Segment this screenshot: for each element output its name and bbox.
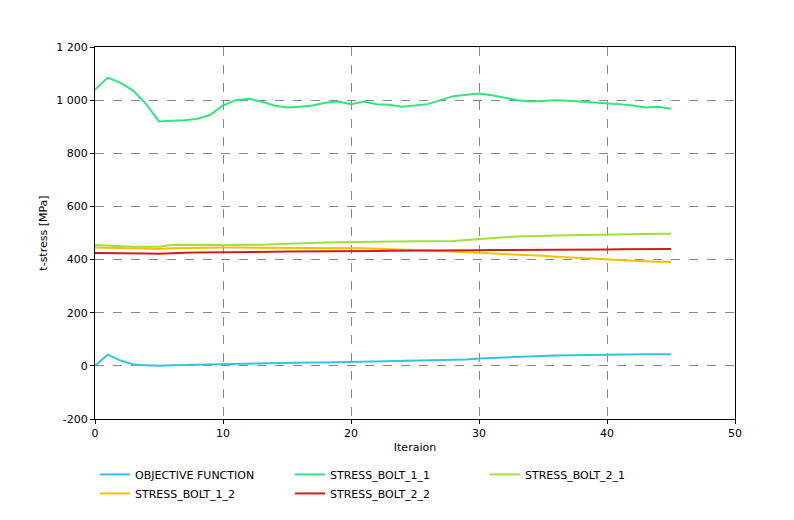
- svg-text:50: 50: [728, 427, 742, 440]
- svg-text:20: 20: [344, 427, 358, 440]
- svg-text:STRESS_BOLT_2_1: STRESS_BOLT_2_1: [525, 469, 625, 482]
- svg-text:200: 200: [67, 307, 88, 320]
- svg-text:STRESS_BOLT_1_1: STRESS_BOLT_1_1: [330, 469, 430, 482]
- svg-text:600: 600: [67, 200, 88, 213]
- svg-text:Iteraion: Iteraion: [394, 441, 436, 454]
- svg-text:OBJECTIVE FUNCTION: OBJECTIVE FUNCTION: [135, 469, 254, 482]
- svg-text:40: 40: [600, 427, 614, 440]
- svg-text:30: 30: [472, 427, 486, 440]
- svg-text:STRESS_BOLT_1_2: STRESS_BOLT_1_2: [135, 488, 235, 501]
- svg-text:400: 400: [67, 253, 88, 266]
- svg-text:STRESS_BOLT_2_2: STRESS_BOLT_2_2: [330, 488, 430, 501]
- svg-text:800: 800: [67, 147, 88, 160]
- svg-text:1 200: 1 200: [56, 41, 88, 54]
- svg-text:0: 0: [81, 360, 88, 373]
- svg-text:-200: -200: [63, 413, 88, 426]
- svg-text:0: 0: [92, 427, 99, 440]
- svg-text:1 000: 1 000: [56, 94, 88, 107]
- svg-text:10: 10: [216, 427, 230, 440]
- svg-text:t-stress [MPa]: t-stress [MPa]: [37, 195, 50, 270]
